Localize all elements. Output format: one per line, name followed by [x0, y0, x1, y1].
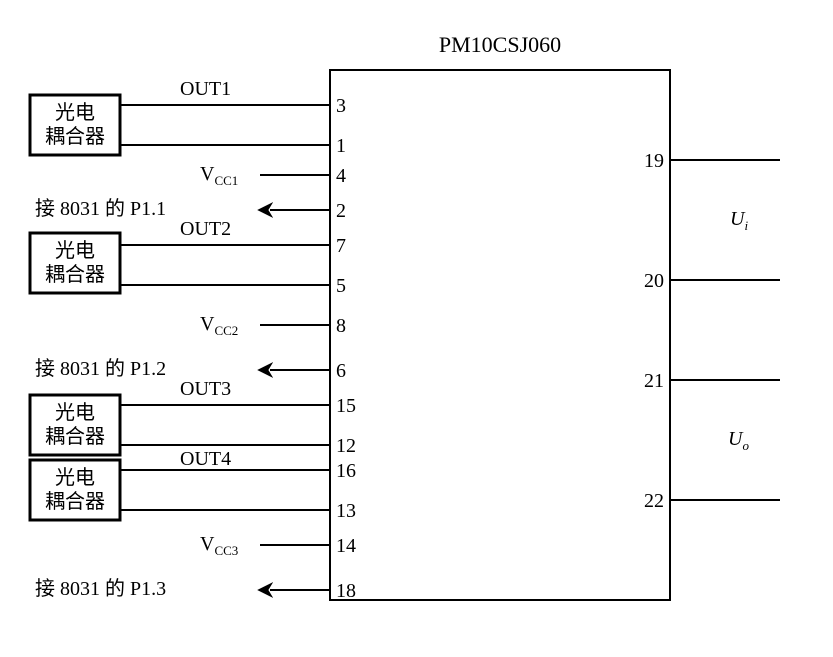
pin-number: 15 [336, 395, 356, 417]
pin-label: OUT2 [180, 218, 231, 240]
pin-number: 6 [336, 360, 346, 382]
opto-label-1: 光电 [55, 401, 95, 424]
opto-label-1: 光电 [55, 101, 95, 124]
pin-number: 20 [644, 270, 664, 292]
opto-label-1: 光电 [55, 239, 95, 262]
pin-number: 2 [336, 200, 346, 222]
opto-label-2: 耦合器 [45, 263, 105, 286]
pin-label: 接 8031 的 P1.1 [35, 197, 166, 220]
pin-number: 21 [644, 370, 664, 392]
pin-number: 22 [644, 490, 664, 512]
pin-number: 8 [336, 315, 346, 337]
pin-label: 接 8031 的 P1.2 [35, 357, 166, 380]
pin-label: OUT3 [180, 378, 231, 400]
opto-label-2: 耦合器 [45, 425, 105, 448]
pin-label: 接 8031 的 P1.3 [35, 577, 166, 600]
opto-label-1: 光电 [55, 466, 95, 489]
pin-number: 5 [336, 275, 346, 297]
pin-number: 3 [336, 95, 346, 117]
pin-number: 14 [336, 535, 356, 557]
pin-number: 19 [644, 150, 664, 172]
pin-label: OUT1 [180, 78, 231, 100]
chip-title: PM10CSJ060 [439, 32, 561, 57]
pin-number: 18 [336, 580, 356, 602]
pin-number: 7 [336, 235, 346, 257]
pin-number: 13 [336, 500, 356, 522]
pin-number: 1 [336, 135, 346, 157]
pin-number: 4 [336, 165, 346, 187]
opto-label-2: 耦合器 [45, 490, 105, 513]
opto-label-2: 耦合器 [45, 125, 105, 148]
pin-label: OUT4 [180, 448, 231, 470]
pin-number: 12 [336, 435, 356, 457]
circuit-diagram: PM10CSJ060光电耦合器光电耦合器光电耦合器光电耦合器3OUT114VCC… [0, 0, 833, 657]
pin-number: 16 [336, 460, 356, 482]
